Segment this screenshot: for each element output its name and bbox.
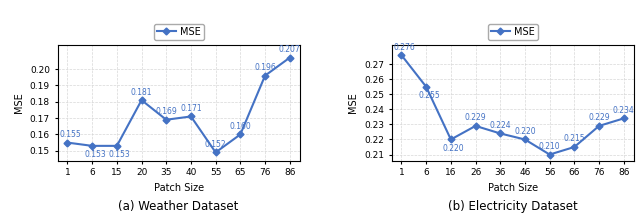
MSE xyxy=(212,151,220,154)
MSE xyxy=(497,132,504,135)
Text: 0.169: 0.169 xyxy=(156,107,177,116)
Text: 0.210: 0.210 xyxy=(539,142,561,151)
Y-axis label: MSE: MSE xyxy=(348,92,358,113)
Text: 0.276: 0.276 xyxy=(394,43,415,52)
MSE xyxy=(521,138,529,141)
MSE xyxy=(286,56,294,59)
Text: 0.224: 0.224 xyxy=(490,121,511,130)
Text: 0.207: 0.207 xyxy=(279,45,301,54)
MSE xyxy=(546,153,554,156)
Text: 0.229: 0.229 xyxy=(465,113,486,122)
X-axis label: Patch Size: Patch Size xyxy=(154,183,204,193)
Title: (b) Electricity Dataset: (b) Electricity Dataset xyxy=(448,200,577,213)
MSE xyxy=(447,138,454,141)
Text: 0.171: 0.171 xyxy=(180,104,202,113)
MSE xyxy=(237,133,244,136)
MSE xyxy=(472,125,479,127)
Text: 0.255: 0.255 xyxy=(418,91,440,100)
MSE xyxy=(422,85,430,88)
Text: 0.160: 0.160 xyxy=(230,122,252,131)
Line: MSE: MSE xyxy=(399,53,626,157)
MSE xyxy=(570,146,578,148)
MSE xyxy=(138,99,145,101)
Text: 0.229: 0.229 xyxy=(588,113,610,122)
Text: 0.152: 0.152 xyxy=(205,140,227,149)
Text: 0.234: 0.234 xyxy=(613,106,635,115)
MSE xyxy=(113,145,121,147)
Text: 0.196: 0.196 xyxy=(254,63,276,72)
Legend: MSE: MSE xyxy=(488,24,538,40)
Line: MSE: MSE xyxy=(65,55,292,155)
Text: 0.220: 0.220 xyxy=(514,127,536,136)
MSE xyxy=(88,145,96,147)
Text: 0.153: 0.153 xyxy=(84,150,106,159)
Text: 0.155: 0.155 xyxy=(60,130,81,139)
MSE xyxy=(620,117,628,120)
MSE xyxy=(397,54,405,56)
MSE xyxy=(261,74,269,77)
X-axis label: Patch Size: Patch Size xyxy=(488,183,538,193)
Text: 0.215: 0.215 xyxy=(563,134,585,143)
Y-axis label: MSE: MSE xyxy=(14,92,24,113)
Text: 0.220: 0.220 xyxy=(443,144,465,153)
MSE xyxy=(187,115,195,118)
Legend: MSE: MSE xyxy=(154,24,204,40)
Title: (a) Weather Dataset: (a) Weather Dataset xyxy=(118,200,239,213)
Text: 0.181: 0.181 xyxy=(131,88,152,97)
Text: 0.153: 0.153 xyxy=(109,150,131,159)
MSE xyxy=(63,141,71,144)
MSE xyxy=(163,118,170,121)
MSE xyxy=(595,125,603,127)
